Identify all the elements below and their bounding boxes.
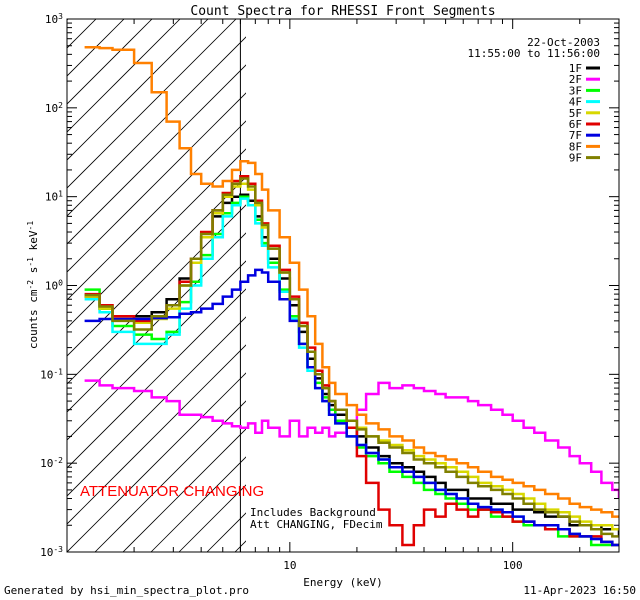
x-axis-label: Energy (keV): [303, 576, 382, 589]
hatch-line: [0, 0, 123, 552]
legend-label: 5F: [569, 107, 582, 120]
hatch-line: [67, 92, 246, 273]
chart-title: Count Spectra for RHESSI Front Segments: [190, 4, 495, 19]
footer-timestamp: 11-Apr-2023 16:50: [523, 584, 636, 597]
legend-label: 9F: [569, 152, 582, 165]
hatch-line: [347, 0, 640, 552]
time-range-label: 11:55:00 to 11:56:00: [468, 47, 600, 60]
y-axis-label: counts cm-2 s-1 keV-1: [26, 221, 41, 349]
hatch-line: [67, 36, 246, 217]
series-line-8F: [84, 46, 619, 518]
legend-label: 6F: [569, 118, 582, 131]
series-line-7F: [84, 268, 619, 547]
plot-frame: [66, 18, 620, 553]
series-line-9F: [84, 177, 619, 538]
hatch-line: [67, 19, 209, 161]
hatch-line: [0, 0, 151, 552]
legend-label: 4F: [569, 96, 582, 109]
attenuator-changing-label: ATTENUATOR CHANGING: [80, 483, 264, 500]
y-tick-label: 10-3: [40, 545, 63, 560]
x-tick-label: 100: [503, 559, 523, 572]
y-tick-label: 103: [45, 12, 63, 27]
hatch-line: [263, 0, 640, 552]
hatch-line: [67, 344, 246, 525]
hatch-line: [67, 148, 246, 329]
hatch-line: [291, 0, 640, 552]
hatch-line: [94, 400, 246, 552]
series-line-2F: [84, 379, 619, 499]
hatch-line: [459, 0, 640, 552]
series-layer: [84, 46, 619, 547]
attenuator-note: Att CHANGING, FDecim: [250, 518, 383, 531]
hatch-line: [67, 316, 246, 497]
x-tick-label: 10: [283, 559, 296, 572]
legend-label: 8F: [569, 140, 582, 153]
y-tick-label: 101: [45, 189, 63, 204]
legend-label: 7F: [569, 129, 582, 142]
y-axis-ticks: 10-3 10-2 10-1 100 101 102 103: [40, 12, 619, 560]
attenuator-hatch-region: [0, 0, 640, 552]
hatch-line: [67, 120, 246, 301]
legend-label: 3F: [569, 84, 582, 97]
x-axis-ticks: 10 100: [66, 19, 620, 572]
date-label: 22-Oct-2003: [527, 36, 600, 49]
hatch-line: [403, 0, 640, 552]
hatch-line: [67, 260, 246, 441]
y-tick-label: 102: [45, 100, 63, 115]
hatch-line: [122, 428, 246, 552]
background-note: Includes Background: [250, 506, 376, 519]
y-tick-label: 10-2: [40, 456, 63, 471]
series-line-5F: [84, 182, 619, 531]
hatch-line: [67, 64, 246, 245]
footer-generator: Generated by hsi_min_spectra_plot.pro: [4, 584, 249, 597]
y-tick-label: 10-1: [40, 367, 63, 382]
hatch-line: [431, 0, 640, 552]
hatch-line: [150, 456, 246, 552]
legend-label: 1F: [569, 62, 582, 75]
hatch-line: [67, 372, 246, 552]
y-tick-label: 100: [45, 278, 63, 293]
hatch-line: [67, 176, 246, 357]
legend-label: 2F: [569, 73, 582, 86]
hatch-line: [67, 288, 246, 469]
